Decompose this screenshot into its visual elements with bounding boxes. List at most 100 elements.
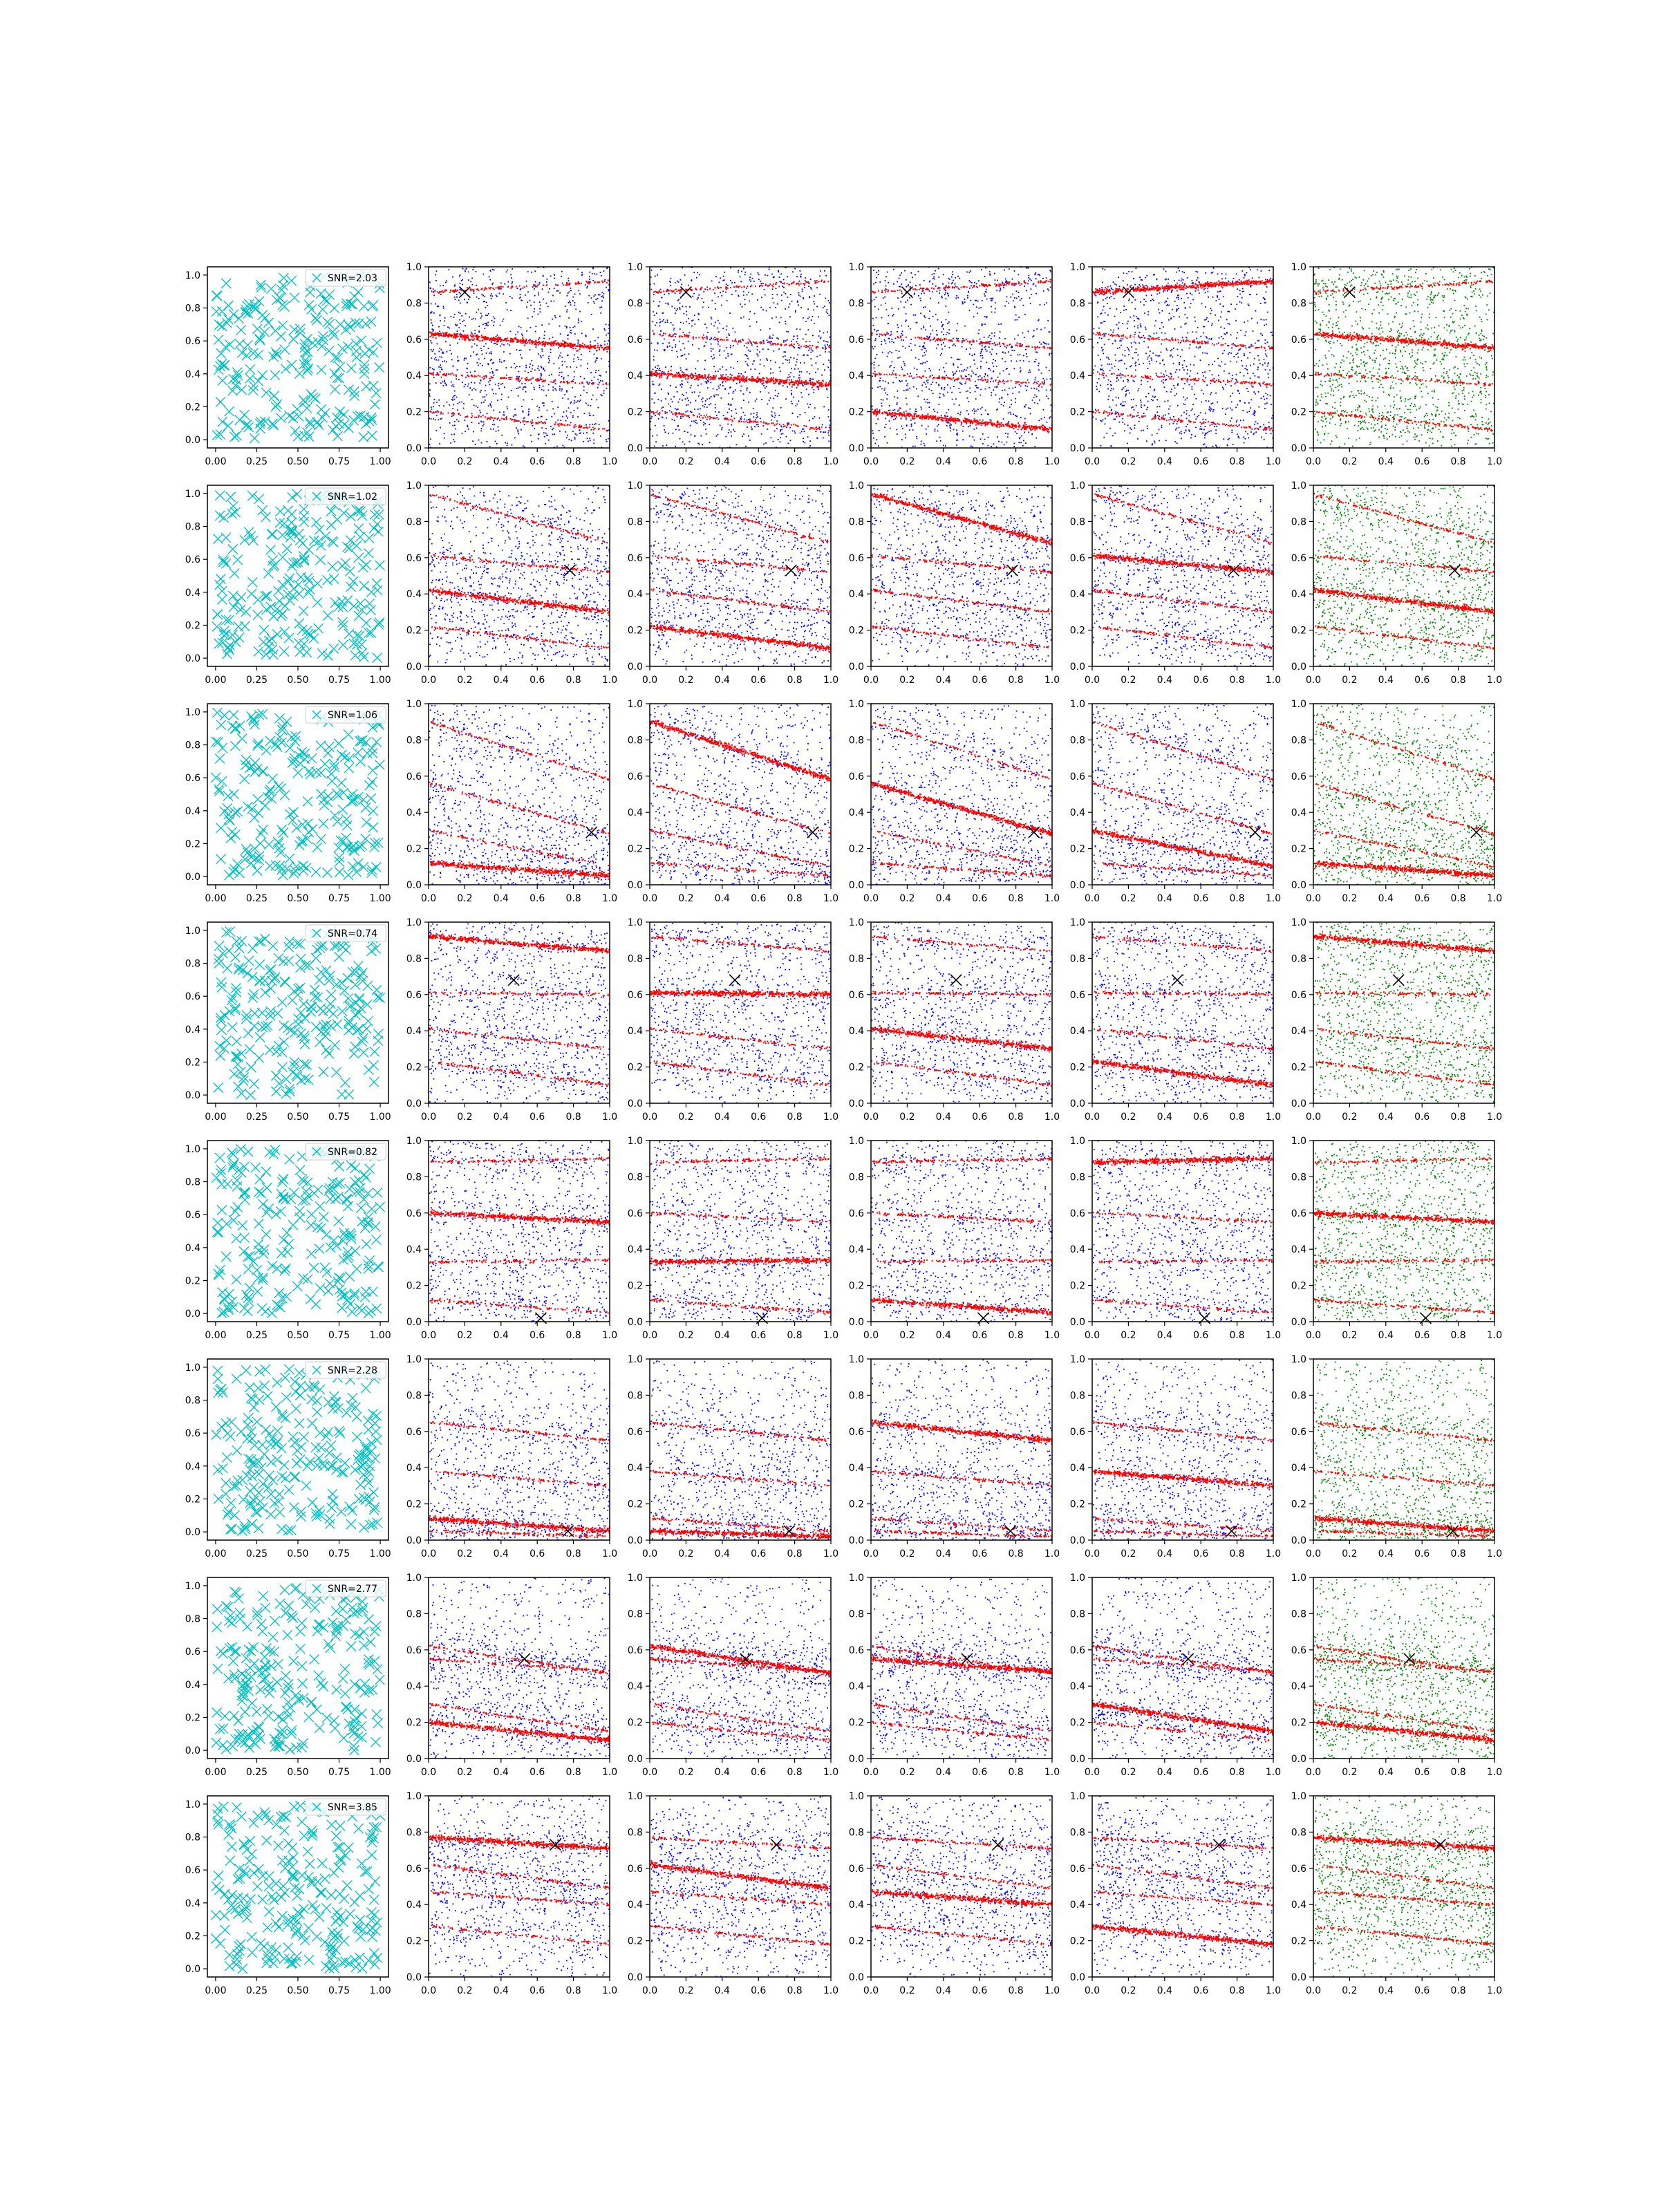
y-tick-label: 0.2 xyxy=(185,1494,200,1505)
legend-snr-label: SNR=2.77 xyxy=(328,1584,377,1595)
x-tick-label: 0.25 xyxy=(246,1330,268,1341)
y-tick-label: 0.4 xyxy=(1070,807,1085,818)
y-tick-label: 0.4 xyxy=(849,1900,864,1911)
points-layer xyxy=(871,1141,1052,1322)
y-tick-label: 0.6 xyxy=(1291,1864,1306,1875)
y-tick-label: 0.6 xyxy=(1070,1645,1085,1656)
subplot-r4-c5: 0.0 0.2 0.4 0.6 0.8 1.0 0.0 0.2 0.4 0.6 0.8 1.0 xyxy=(1070,917,1281,1123)
axes-frame xyxy=(428,1140,610,1322)
points-layer xyxy=(1092,922,1273,1103)
points-layer xyxy=(211,1144,385,1319)
subplot-r1-c3: 0.0 0.2 0.4 0.6 0.8 1.0 0.0 0.2 0.4 0.6 0.8 1.0 xyxy=(628,262,838,467)
y-tick-label: 1.0 xyxy=(1070,917,1085,928)
y-tick-label: 0.2 xyxy=(406,407,422,418)
axes-frame xyxy=(1091,703,1274,885)
x-tick-label: 0.8 xyxy=(565,675,581,686)
scatter-cloud xyxy=(1092,922,1273,1103)
y-tick-label: 0.8 xyxy=(406,516,422,527)
scatter-cloud xyxy=(871,1796,1052,1977)
x-tick-label: 0.0 xyxy=(421,893,436,904)
x-tick-label: 0.8 xyxy=(1229,1330,1244,1341)
x-tick-label: 0.4 xyxy=(936,456,951,467)
y-tick-label: 1.0 xyxy=(628,1791,643,1802)
y-tick-label: 1.0 xyxy=(1291,917,1306,928)
scatter-streaks xyxy=(871,1835,1052,1947)
x-tick-label: 0.6 xyxy=(972,1548,987,1559)
axes-frame xyxy=(649,1358,832,1541)
x-tick-label: 0.2 xyxy=(678,1112,693,1123)
y-tick-label: 0.8 xyxy=(1070,1390,1085,1401)
source-marker xyxy=(1392,974,1405,986)
y-tick-label: 0.2 xyxy=(185,1275,200,1286)
x-tick-label: 0.4 xyxy=(715,1330,730,1341)
scatter-cloud xyxy=(1092,1359,1273,1540)
axes-frame xyxy=(428,1358,610,1541)
x-tick-label: 0.0 xyxy=(863,1985,879,1996)
x-tick-label: 0.0 xyxy=(642,1112,657,1123)
y-tick-label: 0.2 xyxy=(628,1718,643,1729)
y-tick-label: 0.0 xyxy=(1070,1754,1085,1765)
x-tick-label: 0.6 xyxy=(1414,1767,1430,1778)
x-tick-label: 1.0 xyxy=(1266,1985,1281,1996)
y-tick-label: 0.4 xyxy=(628,807,643,818)
x-tick-label: 0.8 xyxy=(787,1548,802,1559)
x-tick-label: 1.00 xyxy=(370,1330,391,1341)
x-tick-label: 0.4 xyxy=(1157,1330,1172,1341)
x-tick-label: 1.0 xyxy=(1266,675,1281,686)
y-tick-label: 0.2 xyxy=(628,1499,643,1510)
x-tick-label: 0.8 xyxy=(1229,893,1244,904)
x-tick-label: 0.2 xyxy=(678,1330,693,1341)
y-tick-label: 0.6 xyxy=(849,771,864,782)
source-marker xyxy=(770,1839,782,1851)
y-tick-label: 0.8 xyxy=(628,298,643,309)
y-tick-label: 0.2 xyxy=(1070,1281,1085,1292)
x-tick-label: 0.0 xyxy=(642,893,657,904)
x-tick-label: 0.4 xyxy=(936,1112,951,1123)
scatter-streaks xyxy=(1092,1644,1273,1743)
x-tick-label: 0.0 xyxy=(863,456,879,467)
y-tick-label: 0.2 xyxy=(1291,844,1306,855)
detector-markers xyxy=(213,926,386,1100)
y-tick-label: 0.2 xyxy=(185,1712,200,1723)
legend: SNR=1.02 xyxy=(305,487,386,505)
x-tick-label: 0.75 xyxy=(328,675,350,686)
scatter-streaks xyxy=(1313,1421,1494,1539)
scatter-streaks xyxy=(429,1644,610,1745)
x-tick-label: 1.00 xyxy=(370,1548,391,1559)
y-tick-label: 0.8 xyxy=(185,303,200,315)
y-tick-label: 0.0 xyxy=(1291,662,1306,673)
y-tick-label: 0.8 xyxy=(1070,516,1085,527)
scatter-streaks xyxy=(871,493,1052,648)
x-tick-label: 0.6 xyxy=(529,1548,545,1559)
subplot-r7-c5: 0.0 0.2 0.4 0.6 0.8 1.0 0.0 0.2 0.4 0.6 0.8 1.0 xyxy=(1070,1573,1281,1778)
subplot-r6-c5: 0.0 0.2 0.4 0.6 0.8 1.0 0.0 0.2 0.4 0.6 0.8 1.0 xyxy=(1070,1354,1281,1559)
x-tick-label: 0.4 xyxy=(1378,1767,1394,1778)
axes-frame xyxy=(1091,485,1274,667)
x-tick-label: 0.6 xyxy=(1193,1330,1208,1341)
x-tick-label: 0.0 xyxy=(421,1112,436,1123)
x-tick-label: 1.0 xyxy=(1487,675,1502,686)
x-tick-label: 0.0 xyxy=(642,675,657,686)
y-tick-label: 0.8 xyxy=(849,1827,864,1838)
y-tick-label: 0.2 xyxy=(1070,1936,1085,1947)
y-tick-label: 0.4 xyxy=(628,371,643,382)
x-tick-label: 0.4 xyxy=(715,456,730,467)
y-tick-label: 0.0 xyxy=(1070,443,1085,454)
y-tick-label: 0.8 xyxy=(1070,298,1085,309)
scatter-cloud xyxy=(429,704,610,885)
y-tick-label: 0.4 xyxy=(406,1463,422,1474)
points-layer xyxy=(650,267,831,448)
y-tick-label: 1.0 xyxy=(1291,1136,1306,1147)
x-tick-label: 0.2 xyxy=(899,1985,915,1996)
points-layer xyxy=(1313,1141,1494,1322)
scatter-streaks xyxy=(429,933,610,1087)
x-tick-label: 0.2 xyxy=(1342,893,1357,904)
scatter-cloud xyxy=(650,1796,831,1977)
y-tick-label: 0.4 xyxy=(406,1900,422,1911)
y-tick-label: 1.0 xyxy=(406,1791,422,1802)
x-tick-label: 0.6 xyxy=(751,1767,766,1778)
subplot-r7-c4: 0.0 0.2 0.4 0.6 0.8 1.0 0.0 0.2 0.4 0.6 0.8 1.0 xyxy=(849,1573,1060,1778)
points-layer xyxy=(871,1796,1052,1977)
y-tick-label: 0.4 xyxy=(1070,1244,1085,1255)
y-tick-label: 0.0 xyxy=(849,1754,864,1765)
